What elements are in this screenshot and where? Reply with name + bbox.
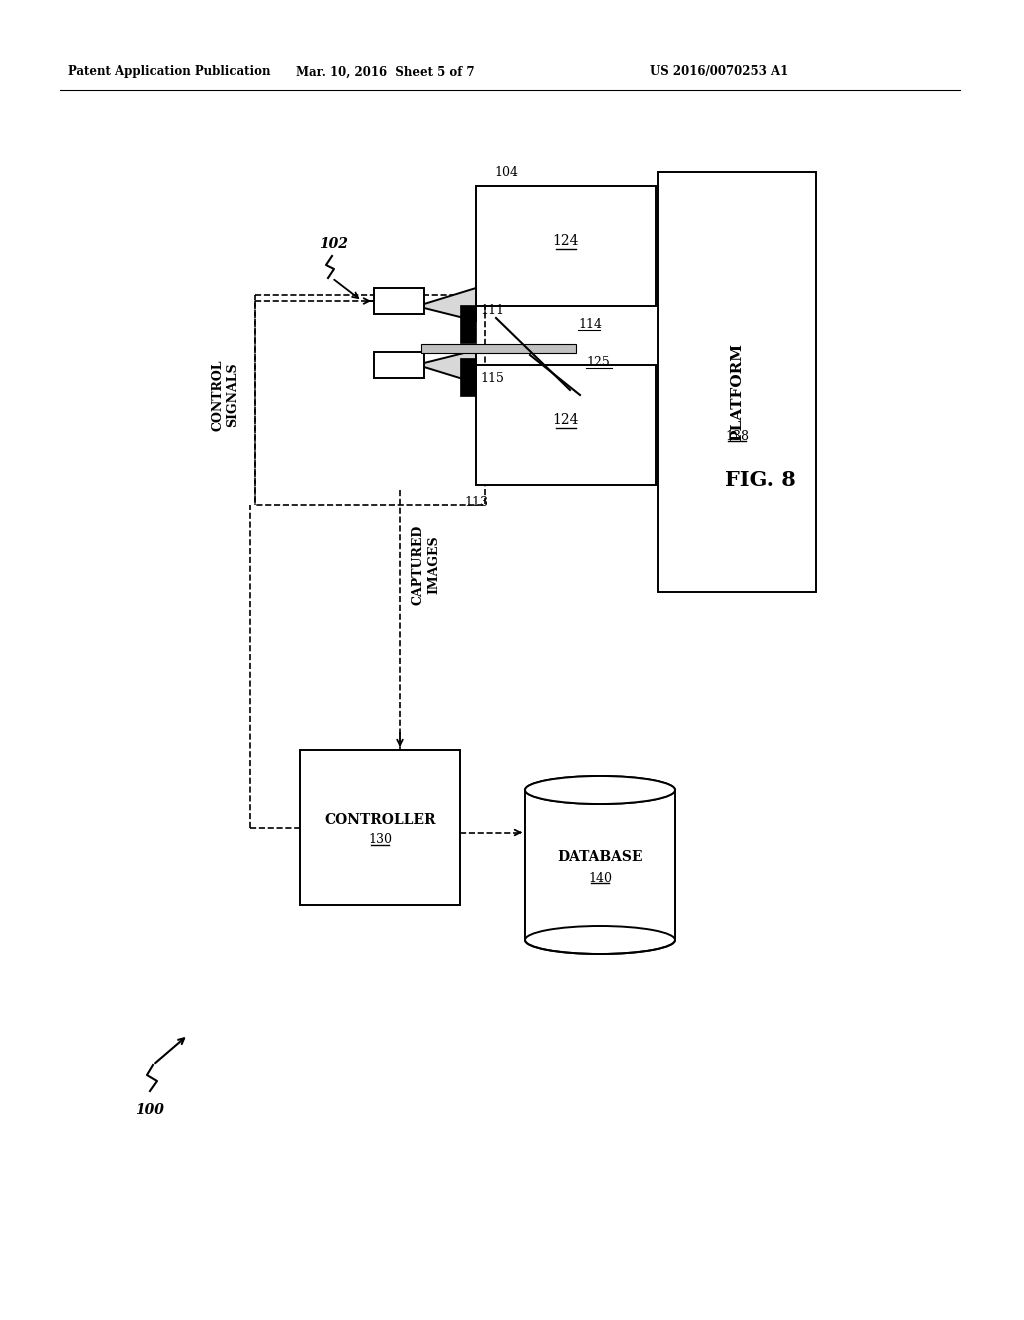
Text: PLATFORM: PLATFORM — [730, 343, 744, 441]
Text: CONTROLLER: CONTROLLER — [325, 813, 436, 826]
Text: 126: 126 — [387, 359, 411, 371]
Polygon shape — [424, 288, 476, 321]
Text: 126: 126 — [387, 294, 411, 308]
Ellipse shape — [525, 776, 675, 804]
Text: US 2016/0070253 A1: US 2016/0070253 A1 — [650, 66, 788, 78]
Text: FIG. 8: FIG. 8 — [725, 470, 796, 490]
Polygon shape — [424, 350, 476, 383]
Text: 130: 130 — [368, 833, 392, 846]
Bar — [300, 750, 460, 906]
Text: 113: 113 — [464, 496, 488, 510]
Bar — [255, 294, 485, 506]
Text: 102: 102 — [319, 238, 348, 251]
Bar — [476, 366, 656, 484]
Text: 100: 100 — [135, 1104, 164, 1117]
Polygon shape — [421, 345, 575, 352]
Text: 124: 124 — [553, 234, 580, 248]
Bar — [460, 305, 476, 343]
Text: 111: 111 — [480, 304, 504, 317]
Text: 124: 124 — [553, 413, 580, 426]
Ellipse shape — [525, 776, 675, 804]
Text: 114: 114 — [578, 318, 602, 331]
Bar — [525, 789, 675, 940]
Text: CONTROL
SIGNALS: CONTROL SIGNALS — [211, 359, 239, 430]
Text: 115: 115 — [480, 371, 504, 384]
Bar — [460, 358, 476, 396]
Bar — [476, 186, 656, 306]
Text: 138: 138 — [725, 430, 749, 444]
Bar — [374, 352, 424, 378]
Text: DATABASE: DATABASE — [557, 850, 643, 865]
Text: Patent Application Publication: Patent Application Publication — [68, 66, 270, 78]
Bar — [374, 288, 424, 314]
Text: 104: 104 — [494, 165, 518, 178]
Text: 125: 125 — [586, 356, 609, 370]
Bar — [658, 172, 816, 591]
Ellipse shape — [525, 927, 675, 954]
Text: CAPTURED
IMAGES: CAPTURED IMAGES — [412, 525, 440, 605]
Text: 140: 140 — [588, 871, 612, 884]
Text: 112: 112 — [386, 362, 410, 375]
Text: Mar. 10, 2016  Sheet 5 of 7: Mar. 10, 2016 Sheet 5 of 7 — [296, 66, 474, 78]
